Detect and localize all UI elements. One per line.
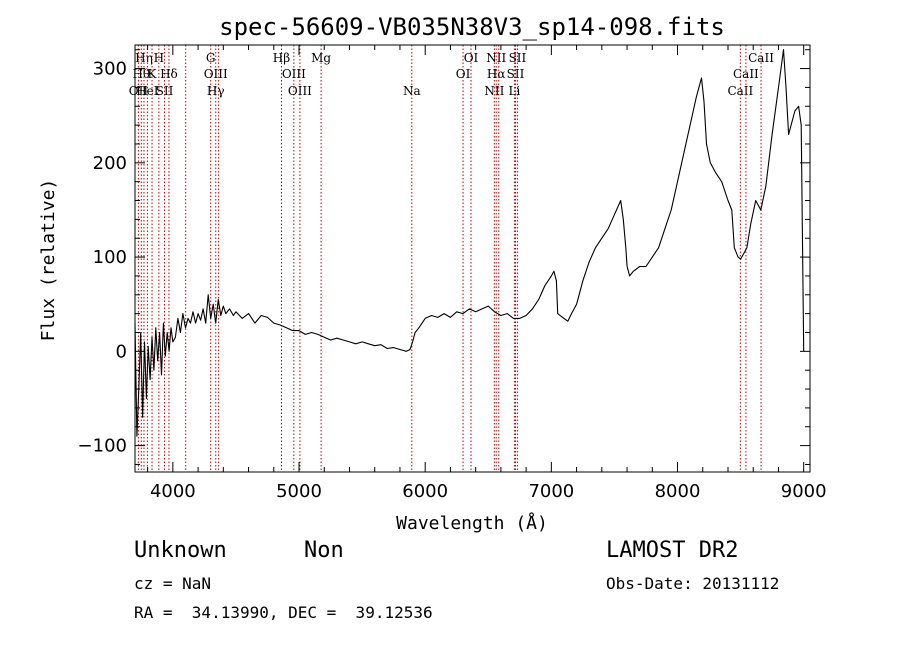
x-tick-label: 5000: [276, 481, 322, 502]
spectral-line-markers: OII Hθ Hη HeI KH SII Hδ G OIII Hγ Hβ OIII OIII Mg Na OI…: [129, 45, 774, 472]
spectral-line-label: H: [154, 51, 164, 65]
y-tick-label: 200: [93, 153, 127, 174]
spectral-line-label: Mg: [311, 51, 331, 65]
y-tick-label: 300: [93, 59, 127, 80]
y-tick-label: 0: [116, 341, 127, 362]
spectrum-line: [134, 49, 805, 437]
spectral-line-label: Hβ: [273, 51, 290, 65]
x-tick-label: 8000: [655, 481, 701, 502]
spectral-line-label: OIII: [204, 67, 228, 81]
y-tick-label: −100: [78, 436, 127, 457]
x-tick-label: 9000: [781, 481, 827, 502]
spectral-line-label: HeI: [136, 84, 159, 98]
spectral-line-label: SII: [156, 84, 174, 98]
x-tick-label: 6000: [402, 481, 448, 502]
spectral-line-label: CaII: [727, 84, 753, 98]
spectral-line-label: Hη: [135, 51, 153, 65]
x-axis-label: Wavelength (Å): [396, 512, 548, 534]
spectral-line-label: Hα: [487, 67, 506, 81]
coordinates-text: RA = 34.13990, DEC = 39.12536: [134, 603, 433, 622]
spectral-line-label: OIII: [282, 67, 306, 81]
spectral-line-label: CaII: [748, 51, 774, 65]
spectral-line-label: Hγ: [207, 84, 225, 98]
spectral-line-label: NII: [486, 51, 506, 65]
y-tick-label: 100: [93, 247, 127, 268]
spectral-line-label: Li: [508, 84, 520, 98]
object-subclass-label: Non: [304, 538, 344, 563]
spectral-line-label: G: [206, 51, 216, 65]
spectral-line-label: OI: [464, 51, 479, 65]
spectral-line-label: K: [148, 67, 158, 81]
redshift-text: cz = NaN: [134, 574, 212, 593]
y-axis-label: Flux (relative): [38, 179, 59, 342]
axes: 4000 5000 6000 7000 8000 9000 −100 0 100 200 300: [78, 45, 827, 502]
chart-title: spec-56609-VB035N38V3_sp14-098.fits: [219, 13, 725, 41]
spectral-line-label: SII: [509, 51, 527, 65]
plot-frame: [134, 44, 811, 473]
spectral-line-label: OI: [456, 67, 471, 81]
spectral-line-label: Hθ: [132, 67, 150, 81]
spectral-line-label: OIII: [288, 84, 312, 98]
spectral-line-label: Na: [403, 84, 421, 98]
spectral-line-label: SII: [507, 67, 525, 81]
x-tick-label: 4000: [150, 481, 196, 502]
object-class-label: Unknown: [134, 538, 227, 563]
obs-date-text: Obs-Date: 20131112: [606, 574, 780, 593]
spectral-line-label: Hδ: [160, 67, 178, 81]
survey-label: LAMOST DR2: [606, 538, 739, 563]
spectral-line-label: CaII: [733, 67, 759, 81]
spectrum-series: [134, 49, 805, 437]
spectral-line-label: NII: [484, 84, 504, 98]
x-tick-label: 7000: [528, 481, 574, 502]
spectral-line-label: OII: [129, 84, 149, 98]
